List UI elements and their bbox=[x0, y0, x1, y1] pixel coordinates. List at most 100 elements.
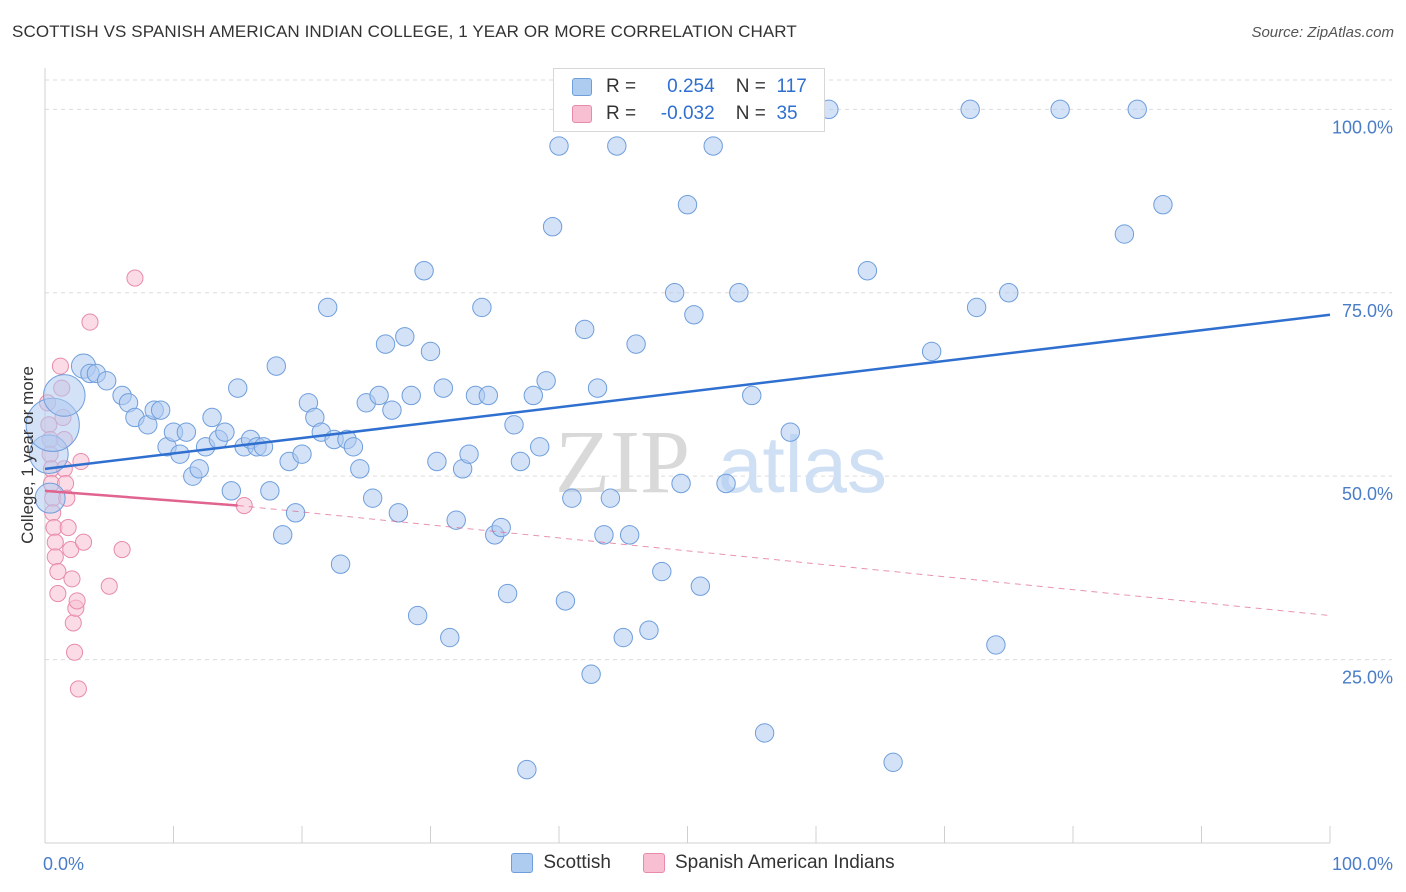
scottish-point bbox=[292, 444, 312, 464]
scottish-point bbox=[549, 136, 569, 156]
scottish-point bbox=[150, 400, 171, 420]
scottish-point bbox=[253, 437, 274, 457]
spanish-trendline-extended bbox=[237, 505, 1331, 617]
scottish-point bbox=[96, 371, 117, 391]
scottish-point bbox=[677, 195, 698, 215]
scottish-point bbox=[401, 385, 421, 406]
scottish-point bbox=[999, 283, 1019, 303]
spanish-point bbox=[81, 313, 99, 331]
scottish-point bbox=[600, 488, 621, 508]
scottish-point bbox=[536, 371, 556, 391]
scottish-point bbox=[427, 451, 447, 472]
spanish-point bbox=[100, 577, 118, 595]
y-tick-label: 100.0% bbox=[1332, 117, 1393, 137]
watermark-atlas: atlas bbox=[718, 420, 887, 509]
scottish-point bbox=[440, 627, 460, 648]
x-tick-label: 100.0% bbox=[1332, 854, 1393, 874]
r-label: R = bbox=[606, 76, 637, 97]
scottish-point bbox=[478, 385, 499, 406]
watermark: ZIP atlas bbox=[555, 413, 887, 512]
scottish-point bbox=[362, 488, 383, 508]
scottish-swatch bbox=[572, 78, 592, 96]
y-tick-label: 75.0% bbox=[1342, 301, 1393, 321]
scottish-point bbox=[228, 378, 248, 398]
gridlines bbox=[45, 79, 1392, 661]
scottish-point bbox=[921, 341, 942, 362]
scottish-point bbox=[382, 400, 402, 420]
scottish-point bbox=[883, 752, 903, 772]
n-label: N = bbox=[735, 103, 766, 124]
scottish-point bbox=[1127, 99, 1147, 120]
scottish-point bbox=[542, 217, 563, 237]
scottish-point bbox=[266, 356, 286, 376]
scottish-point bbox=[652, 561, 672, 582]
scottish-point bbox=[459, 444, 479, 464]
spanish-point bbox=[66, 643, 84, 661]
scottish-point bbox=[407, 605, 428, 626]
scottish-legend-label: Scottish bbox=[543, 852, 611, 873]
trendlines bbox=[44, 313, 1331, 617]
scottish-point bbox=[285, 503, 306, 523]
scottish-point bbox=[581, 664, 601, 684]
scottish-point bbox=[780, 422, 800, 442]
scottish-point bbox=[472, 297, 492, 318]
scottish-point bbox=[330, 554, 351, 574]
scottish-point bbox=[594, 525, 614, 545]
scottish-point bbox=[369, 385, 389, 406]
scottish-point bbox=[671, 473, 691, 494]
spanish-points bbox=[39, 269, 253, 698]
scottish-point bbox=[375, 334, 396, 354]
scottish-point bbox=[176, 422, 197, 442]
chart-title: SCOTTISH VS SPANISH AMERICAN INDIAN COLL… bbox=[12, 22, 797, 41]
spanish-point bbox=[49, 562, 67, 581]
stats-legend: R = 0.254 N = 117 R = -0.032 N = 35 bbox=[553, 68, 825, 132]
scottish-legend-swatch bbox=[511, 853, 534, 873]
spanish-legend-swatch bbox=[642, 853, 665, 873]
spanish-point bbox=[72, 452, 90, 471]
y-tick-label: 25.0% bbox=[1342, 668, 1393, 688]
scottish-point bbox=[690, 576, 711, 596]
scottish-point bbox=[664, 283, 685, 303]
spanish-point bbox=[59, 518, 77, 537]
scottish-point bbox=[189, 459, 209, 479]
spanish-swatch bbox=[572, 105, 592, 123]
scottish-point bbox=[491, 517, 511, 538]
y-tick-label: 50.0% bbox=[1342, 484, 1393, 504]
scottish-point bbox=[350, 459, 370, 479]
x-tick-label: 0.0% bbox=[43, 854, 84, 874]
scottish-point bbox=[414, 261, 434, 281]
spanish-r-value: -0.032 bbox=[660, 103, 715, 124]
scottish-point bbox=[433, 378, 454, 398]
scottish-point bbox=[754, 723, 775, 743]
legend-item-scottish: Scottish bbox=[511, 852, 611, 874]
scottish-point bbox=[716, 473, 736, 494]
scottish-point bbox=[504, 415, 524, 435]
scottish-point bbox=[575, 319, 595, 340]
scottish-point bbox=[42, 374, 86, 417]
legend-row-scottish: R = 0.254 N = 117 bbox=[572, 75, 807, 99]
scottish-point bbox=[1153, 195, 1173, 215]
spanish-point bbox=[63, 570, 81, 588]
spanish-point bbox=[113, 540, 131, 559]
tick-labels: 25.0% 50.0% 75.0% 100.0% 0.0% 100.0% bbox=[43, 117, 1393, 874]
scottish-point bbox=[607, 136, 627, 156]
scottish-point bbox=[523, 385, 543, 406]
scottish-point bbox=[613, 627, 633, 648]
scottish-r-value: 0.254 bbox=[667, 76, 715, 97]
spanish-point bbox=[46, 548, 64, 566]
spanish-n-value: 35 bbox=[776, 103, 798, 124]
scottish-point bbox=[587, 378, 608, 398]
scottish-point bbox=[395, 327, 415, 347]
scottish-point bbox=[420, 341, 441, 362]
scottish-point bbox=[446, 510, 466, 530]
legend-row-spanish: R = -0.032 N = 35 bbox=[572, 102, 798, 126]
source-label: Source: ZipAtlas.com bbox=[1251, 24, 1394, 41]
scottish-point bbox=[960, 99, 980, 120]
scottish-point bbox=[729, 283, 749, 303]
spanish-trendline bbox=[44, 489, 238, 507]
spanish-point bbox=[62, 540, 80, 559]
spanish-legend-label: Spanish American Indians bbox=[674, 852, 895, 873]
scottish-point bbox=[510, 451, 531, 472]
scottish-point bbox=[497, 583, 518, 604]
